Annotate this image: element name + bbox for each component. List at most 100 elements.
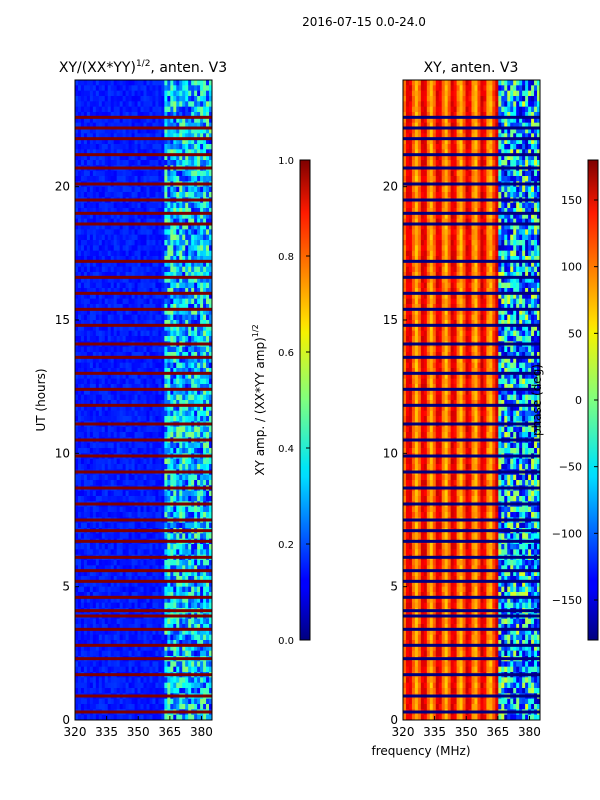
heatmap-cell	[200, 90, 204, 97]
heatmap-cell	[152, 330, 156, 337]
heatmap-cell	[77, 176, 82, 182]
heatmap-cell	[89, 496, 94, 502]
heatmap-cell	[107, 266, 112, 273]
heatmap-cell	[101, 416, 106, 422]
heatmap-cell	[107, 629, 112, 636]
heatmap-cell	[80, 624, 85, 630]
heatmap-cell	[77, 602, 82, 609]
heatmap-cell	[131, 272, 135, 278]
heatmap-cell	[131, 640, 135, 646]
heatmap-cell	[95, 506, 100, 513]
heatmap-cell	[140, 458, 144, 465]
heatmap-cell	[134, 645, 138, 652]
heatmap-cell	[92, 325, 97, 332]
heatmap-cell	[98, 122, 103, 129]
heatmap-cell	[164, 266, 168, 273]
heatmap-cell	[146, 570, 150, 577]
heatmap-cell	[149, 80, 153, 86]
heatmap-cell	[179, 293, 183, 300]
heatmap-cell	[113, 368, 118, 374]
heatmap-cell	[152, 586, 156, 593]
heatmap-cell	[188, 549, 192, 556]
heatmap-cell	[167, 266, 171, 273]
heatmap-cell	[197, 170, 201, 177]
heatmap-cell	[116, 138, 121, 145]
heatmap-cell	[86, 240, 91, 246]
heatmap-cell	[197, 128, 201, 134]
heatmap-cell	[179, 624, 183, 630]
heatmap-cell	[170, 330, 174, 337]
heatmap-cell	[185, 80, 189, 86]
heatmap-cell	[113, 320, 118, 326]
heatmap-cell	[197, 304, 201, 310]
heatmap-cell	[170, 90, 174, 97]
heatmap-cell	[170, 261, 174, 268]
heatmap-cell	[173, 565, 177, 572]
heatmap-cell	[131, 384, 135, 390]
heatmap-cell	[194, 458, 198, 465]
heatmap-cell	[167, 85, 171, 92]
heatmap-cell	[200, 128, 204, 134]
heatmap-cell	[98, 442, 103, 449]
heatmap-cell	[179, 352, 183, 358]
heatmap-cell	[170, 592, 174, 598]
heatmap-cell	[158, 325, 162, 332]
heatmap-cell	[110, 160, 115, 166]
heatmap-cell	[191, 464, 195, 470]
heatmap-cell	[113, 586, 118, 593]
heatmap-cell	[167, 96, 171, 102]
heatmap-cell	[80, 160, 85, 166]
heatmap-cell	[176, 176, 180, 182]
heatmap-cell	[95, 85, 100, 92]
heatmap-cell	[122, 618, 127, 625]
heatmap-cell	[152, 176, 156, 182]
heatmap-cell	[83, 277, 88, 284]
heatmap-cell	[173, 400, 177, 406]
heatmap-cell	[146, 629, 150, 636]
heatmap-cell	[83, 506, 88, 513]
heatmap-cell	[173, 346, 177, 353]
heatmap-cell	[116, 570, 121, 577]
heatmap-cell	[152, 496, 156, 502]
heatmap-cell	[131, 432, 135, 438]
heatmap-cell	[95, 277, 100, 284]
heatmap-cell	[98, 330, 103, 337]
heatmap-cell	[77, 277, 82, 284]
heatmap-cell	[116, 229, 121, 236]
heatmap-cell	[167, 624, 171, 630]
heatmap-cell	[110, 480, 115, 486]
heatmap-cell	[101, 266, 106, 273]
heatmap-cell	[83, 570, 88, 577]
heatmap-cell	[158, 128, 162, 134]
heatmap-cell	[194, 533, 198, 540]
heatmap-cell	[89, 650, 94, 657]
heatmap-cell	[92, 138, 97, 145]
heatmap-cell	[173, 624, 177, 630]
heatmap-cell	[188, 394, 192, 401]
heatmap-cell	[203, 309, 207, 316]
heatmap-cell	[197, 218, 201, 225]
heatmap-cell	[95, 496, 100, 502]
heatmap-cell	[80, 90, 85, 97]
heatmap-cell	[161, 629, 165, 636]
heatmap-cell	[137, 368, 141, 374]
heatmap-cell	[75, 293, 79, 300]
heatmap-cell	[143, 218, 147, 225]
heatmap-cell	[134, 474, 138, 481]
heatmap-cell	[161, 234, 165, 241]
heatmap-cell	[125, 581, 130, 588]
heatmap-cell	[98, 277, 103, 284]
heatmap-cell	[137, 602, 141, 609]
heatmap-cell	[125, 384, 130, 390]
heatmap-cell	[113, 186, 118, 193]
heatmap-cell	[167, 80, 171, 86]
heatmap-cell	[107, 133, 112, 140]
heatmap-cell	[164, 170, 168, 177]
heatmap-cell	[128, 85, 132, 92]
heatmap-cell	[149, 176, 153, 182]
heatmap-cell	[164, 325, 168, 332]
heatmap-cell	[209, 186, 212, 193]
heatmap-cell	[164, 282, 168, 289]
heatmap-cell	[104, 474, 109, 481]
heatmap-cell	[194, 357, 198, 364]
